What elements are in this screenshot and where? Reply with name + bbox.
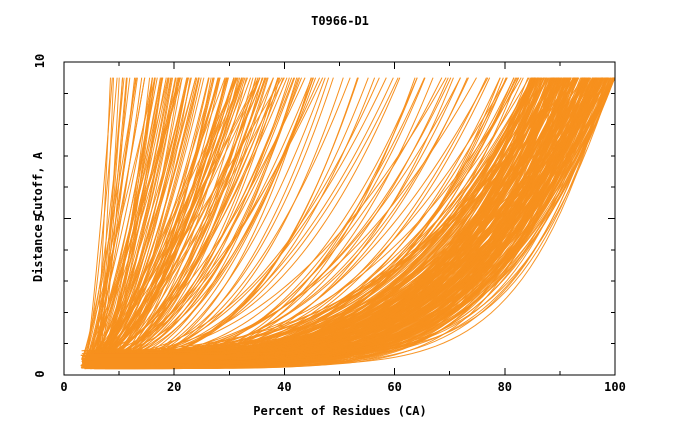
x-axis-label: Percent of Residues (CA) <box>253 404 427 418</box>
model-curve <box>86 77 229 367</box>
model-curve <box>82 77 306 357</box>
y-tick-label: 10 <box>33 53 47 69</box>
model-curve <box>82 77 138 365</box>
model-curve <box>93 77 259 363</box>
x-tick-label: 40 <box>277 380 292 394</box>
axis-frame-layer <box>63 61 616 376</box>
model-curve <box>96 77 115 364</box>
model-curve <box>85 77 118 362</box>
model-curve <box>82 77 131 362</box>
model-curve <box>83 77 288 363</box>
model-curve <box>98 77 242 365</box>
page-title: T0966-D1 <box>311 14 369 28</box>
model-curve <box>93 77 221 365</box>
curves-layer <box>80 77 616 370</box>
model-curve <box>85 77 113 359</box>
x-tick-label: 20 <box>166 380 182 394</box>
model-curve <box>94 77 601 362</box>
model-curve <box>84 77 146 368</box>
model-curve <box>97 77 189 366</box>
model-curve <box>85 77 587 356</box>
model-curve <box>85 77 162 362</box>
model-curve <box>88 77 124 369</box>
x-tick-label: 60 <box>387 380 402 394</box>
y-tick-label: 5 <box>33 213 47 222</box>
model-curve <box>86 77 570 360</box>
model-curve <box>81 77 324 360</box>
model-curve <box>88 77 578 364</box>
model-curve <box>98 77 567 358</box>
x-tick-label: 100 <box>604 380 626 394</box>
model-curve <box>82 77 243 366</box>
model-curve <box>94 77 237 360</box>
model-curve <box>103 77 610 367</box>
model-curve <box>103 77 552 361</box>
x-tick-label: 80 <box>497 380 513 394</box>
y-tick-label: 0 <box>33 370 47 378</box>
model-curve <box>95 77 254 366</box>
x-tick-label: 0 <box>60 380 68 394</box>
model-curve <box>95 77 124 360</box>
model-curve <box>93 77 563 367</box>
model-curve <box>106 77 541 353</box>
model-curve <box>81 77 595 368</box>
